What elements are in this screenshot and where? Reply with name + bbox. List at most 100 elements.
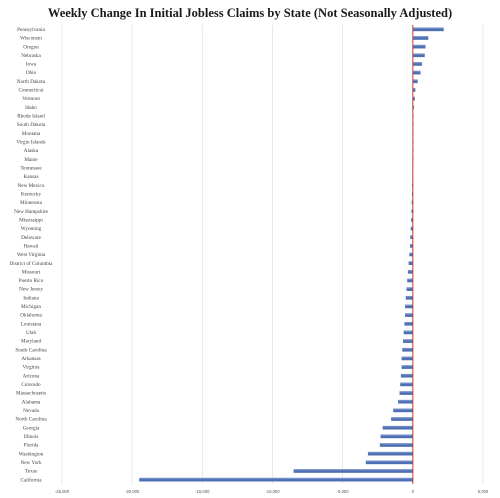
category-label: Connecticut <box>18 88 44 94</box>
bar-highlight <box>400 373 413 376</box>
bar <box>400 373 413 378</box>
category-label: North Dakota <box>17 79 46 85</box>
bar <box>400 382 413 387</box>
category-label: Idaho <box>25 105 37 111</box>
bar-highlight <box>293 469 413 471</box>
category-label: New York <box>20 460 41 466</box>
x-tick-label: -10,000 <box>265 489 280 494</box>
category-label: Delaware <box>21 235 42 241</box>
bar-highlight <box>367 451 413 454</box>
bar <box>412 44 426 49</box>
bar-highlight <box>391 417 413 419</box>
bar <box>365 460 413 465</box>
chart-title: Weekly Change In Initial Jobless Claims … <box>48 6 452 20</box>
bar-highlight <box>403 330 413 332</box>
category-label: Tennessee <box>20 165 42 171</box>
bar <box>407 278 413 283</box>
category-label: Florida <box>24 443 40 449</box>
bar <box>412 88 416 92</box>
bar-highlight <box>410 226 413 228</box>
x-tick-label: 0 <box>412 489 415 494</box>
bar-highlight <box>405 295 413 298</box>
category-label: Virginia <box>23 365 41 371</box>
bar-highlight <box>380 434 413 436</box>
category-label: West Virginia <box>17 252 46 258</box>
category-label: Oregon <box>23 44 39 50</box>
bar <box>405 295 413 300</box>
bar <box>412 27 444 32</box>
category-label: Ohio <box>26 70 37 76</box>
bar <box>412 70 421 75</box>
bar <box>401 356 413 361</box>
bar-highlight <box>408 261 413 263</box>
bar <box>410 244 413 248</box>
category-label: North Carolina <box>15 417 47 423</box>
category-label: Vermont <box>22 96 40 102</box>
x-tick-label: 5,000 <box>478 489 489 494</box>
category-label: District of Columbia <box>10 260 54 267</box>
category-label: Wisconsin <box>20 36 42 42</box>
category-label: New Mexico <box>18 183 45 189</box>
category-label: Arkansas <box>21 356 40 362</box>
bar <box>403 330 413 335</box>
bar-highlight <box>393 408 413 410</box>
bar <box>412 105 414 110</box>
bar <box>382 425 413 430</box>
bar <box>399 391 413 395</box>
bar <box>411 200 413 205</box>
bar-highlight <box>402 347 413 350</box>
bar-highlight <box>401 365 413 367</box>
bar <box>412 79 418 84</box>
category-label: Rhode Island <box>17 114 45 120</box>
bar <box>405 313 413 317</box>
category-label: South Carolina <box>15 347 47 353</box>
category-label: Montana <box>22 131 41 137</box>
category-label: Michigan <box>21 304 41 310</box>
bar <box>406 287 413 291</box>
bar-highlight <box>403 339 413 341</box>
category-label: Colorado <box>21 382 41 388</box>
category-label: Nevada <box>23 408 40 414</box>
bar-highlight <box>412 96 415 99</box>
category-label: Washington <box>19 451 44 457</box>
bar-highlight <box>410 235 413 237</box>
category-label: Texas <box>25 469 37 475</box>
bar <box>412 53 425 58</box>
bar <box>139 477 413 482</box>
x-tick-label: -20,000 <box>125 489 140 494</box>
x-tick-label: -15,000 <box>195 489 210 494</box>
category-label: Illinois <box>24 434 39 440</box>
bar <box>412 96 415 101</box>
category-label: Hawaii <box>24 243 40 249</box>
category-label: Alabama <box>22 399 41 405</box>
bar-highlight <box>412 53 425 55</box>
category-label: Maine <box>24 157 38 163</box>
bar-highlight <box>412 27 444 29</box>
bar <box>379 443 413 447</box>
category-label: California <box>20 476 42 483</box>
bar-highlight <box>404 321 413 324</box>
bar-highlight <box>412 70 421 73</box>
bar <box>391 417 413 421</box>
bar-highlight <box>412 88 416 90</box>
bar <box>409 252 413 257</box>
bar <box>411 218 413 222</box>
bar-highlight <box>407 278 413 280</box>
bar <box>405 304 413 309</box>
bar <box>411 209 413 214</box>
bar <box>401 365 413 369</box>
category-label: Indiana <box>23 295 39 301</box>
bar-highlight <box>406 287 413 289</box>
category-label: Louisiana <box>21 321 42 327</box>
category-label: Oklahoma <box>20 313 42 319</box>
category-label: Mississippi <box>19 217 43 223</box>
bar <box>412 36 429 40</box>
category-labels: Pennsylvania Wisconsin Oregon Nebraska Iowa O… <box>10 27 54 483</box>
category-label: New Hampshire <box>14 209 49 215</box>
bar-highlight <box>379 443 413 445</box>
category-label: Massachusetts <box>16 391 46 397</box>
bar <box>410 226 413 231</box>
bar <box>403 339 413 343</box>
category-label: Kansas <box>24 174 39 180</box>
bar-highlight <box>410 244 413 246</box>
